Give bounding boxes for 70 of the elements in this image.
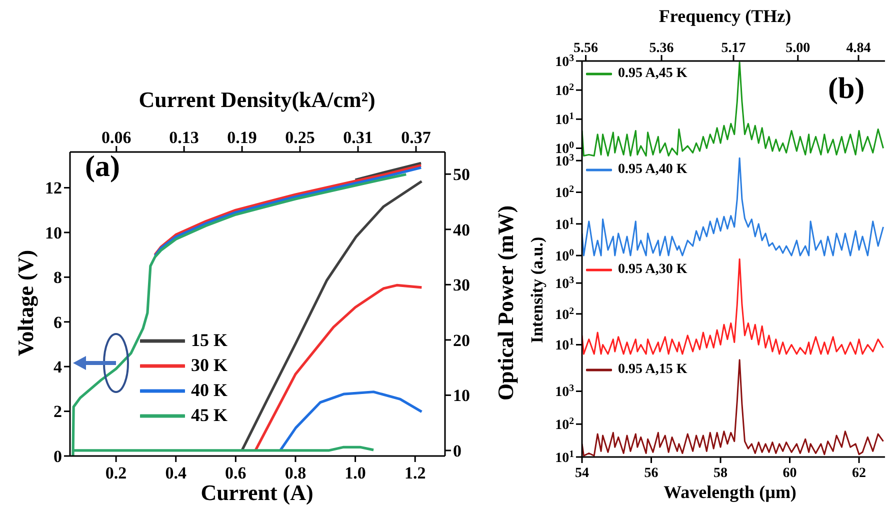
x-axis-title: Wavelength (µm) <box>664 482 796 502</box>
line-series <box>278 390 423 452</box>
x2-tick-label: 5.00 <box>786 41 810 56</box>
y2-axis-title: Optical Power (mW) <box>493 205 518 401</box>
x-tick-label: 62 <box>852 466 866 481</box>
y-tick-label: 10$^{3}$ <box>555 152 574 170</box>
x-tick-label: 54 <box>575 466 589 481</box>
legend-label: 0.95 A,45 K <box>618 66 688 82</box>
y-tick-label: 10 <box>45 223 62 242</box>
x-tick-label: 1.2 <box>404 463 426 482</box>
annotation: (a) <box>85 150 120 184</box>
x2-tick-label: 5.17 <box>721 41 746 56</box>
y2-tick-label: 0 <box>453 441 462 460</box>
annotation: (b) <box>828 72 865 106</box>
line-series <box>240 180 423 452</box>
legend-label: 40 K <box>191 380 228 401</box>
legend-label: 30 K <box>191 355 228 376</box>
line-series <box>582 258 884 355</box>
x2-tick-label: 0.37 <box>401 128 432 147</box>
y-tick-label: 4 <box>54 358 62 377</box>
x2-tick-label: 4.84 <box>846 41 871 56</box>
y2-tick-label: 20 <box>453 330 470 350</box>
line-series <box>582 157 884 256</box>
x2-tick-label: 0.31 <box>343 128 373 147</box>
x2-tick-label: 5.56 <box>574 41 598 56</box>
x2-tick-label: 0.06 <box>102 128 132 147</box>
y-tick-label: 10$^{0}$ <box>555 246 574 264</box>
x2-tick-label: 0.13 <box>169 128 199 147</box>
y-tick-label: 10$^{3}$ <box>555 382 574 400</box>
legend-label: 0.95 A,40 K <box>618 162 688 178</box>
y-tick-label: 10$^{1}$ <box>555 448 574 466</box>
y-tick-label: 12 <box>45 178 62 198</box>
y-tick-label: 0 <box>54 446 62 466</box>
x2-tick-label: 0.25 <box>285 128 315 147</box>
y-tick-label: 2 <box>54 402 62 422</box>
legend-label: 0.95 A,15 K <box>618 362 688 378</box>
line-series <box>254 284 423 452</box>
y-tick-label: 10$^{1}$ <box>555 336 574 354</box>
x-tick-label: 1.0 <box>344 463 366 482</box>
y-tick-label: 10$^{2}$ <box>555 305 574 323</box>
x-tick-label: 0.8 <box>284 463 306 482</box>
y-tick-label: 6 <box>54 312 62 332</box>
y-tick-label: 10$^{3}$ <box>555 52 574 70</box>
x2-tick-label: 0.19 <box>227 128 257 147</box>
y-tick-label: 10$^{1}$ <box>555 215 574 233</box>
x-tick-label: 56 <box>644 466 658 481</box>
legend-label: 45 K <box>191 405 228 426</box>
x2-axis-title: Current Density(kA/cm²) <box>138 87 376 112</box>
x-tick-label: 58 <box>714 466 728 481</box>
y2-tick-label: 40 <box>453 220 470 240</box>
x-axis-title: Current (A) <box>200 480 314 505</box>
y-axis-title: Intensity (a.u.) <box>528 236 546 344</box>
legend-label: 15 K <box>191 330 228 351</box>
x-tick-label: 0.4 <box>165 463 187 482</box>
y2-tick-label: 10 <box>453 386 470 406</box>
y2-tick-label: 30 <box>453 276 470 295</box>
y-tick-label: 10$^{2}$ <box>555 416 574 434</box>
x-tick-label: 0.6 <box>225 463 246 482</box>
x2-axis-title: Frequency (THz) <box>658 6 792 26</box>
y-axis-title: Voltage (V) <box>13 250 38 356</box>
x2-tick-label: 5.36 <box>649 41 674 56</box>
y-tick-label: 10$^{1}$ <box>555 110 574 128</box>
y2-tick-label: 50 <box>453 165 470 184</box>
legend-label: 0.95 A,30 K <box>618 262 688 278</box>
y-tick-label: 10$^{2}$ <box>555 81 574 99</box>
y-tick-label: 10$^{2}$ <box>555 184 574 202</box>
y-tick-label: 8 <box>54 268 62 288</box>
x-tick-label: 60 <box>782 466 797 481</box>
x-tick-label: 0.2 <box>105 463 127 482</box>
y-tick-label: 10$^{3}$ <box>555 274 574 292</box>
